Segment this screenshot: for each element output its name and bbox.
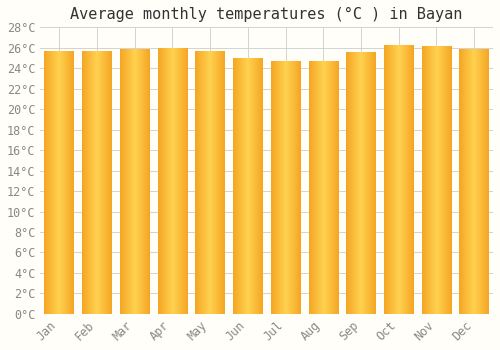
Title: Average monthly temperatures (°C ) in Bayan: Average monthly temperatures (°C ) in Ba…	[70, 7, 463, 22]
